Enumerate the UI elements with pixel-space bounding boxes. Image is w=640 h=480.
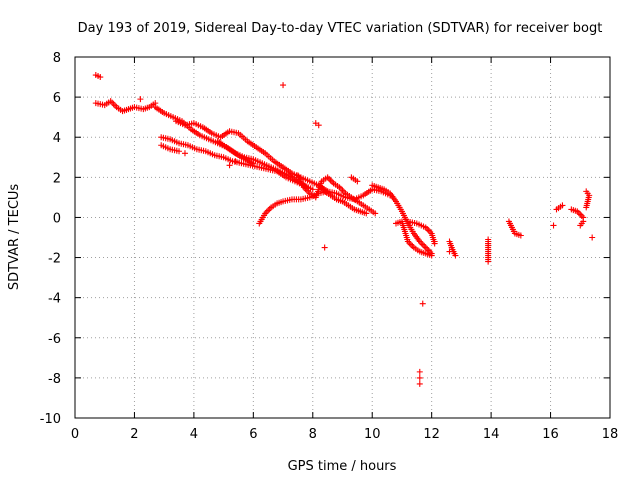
data-point bbox=[263, 208, 270, 215]
x-tick-label: 12 bbox=[423, 427, 440, 442]
data-point bbox=[315, 122, 322, 129]
x-tick-label: 0 bbox=[71, 427, 79, 442]
data-point bbox=[354, 178, 361, 185]
data-point bbox=[583, 204, 590, 211]
data-point bbox=[580, 218, 587, 225]
data-point bbox=[372, 210, 379, 217]
y-tick-label: 0 bbox=[53, 211, 61, 226]
axis-ticks: 0 2 4 6 8 10 12 14 16 18 -10 -8 -6 -4 -2 0 2 4 6 8 bbox=[40, 51, 619, 442]
data-point bbox=[428, 252, 435, 259]
data-point bbox=[418, 240, 425, 247]
y-tick-label: 2 bbox=[53, 171, 61, 186]
x-tick-label: 18 bbox=[602, 427, 619, 442]
x-axis-label: GPS time / hours bbox=[288, 459, 397, 474]
data-point bbox=[340, 188, 347, 195]
data-point bbox=[309, 186, 316, 193]
y-tick-label: 8 bbox=[53, 51, 61, 66]
data-point bbox=[446, 248, 453, 255]
data-point bbox=[321, 244, 328, 251]
data-point bbox=[407, 241, 414, 248]
data-point bbox=[250, 160, 257, 167]
data-point bbox=[280, 82, 287, 89]
x-tick-label: 2 bbox=[130, 427, 138, 442]
x-tick-label: 16 bbox=[542, 427, 559, 442]
x-tick-label: 6 bbox=[249, 427, 257, 442]
data-point bbox=[409, 243, 416, 250]
data-point bbox=[363, 210, 370, 217]
data-point bbox=[559, 202, 566, 209]
x-tick-label: 14 bbox=[483, 427, 500, 442]
data-point bbox=[452, 252, 459, 259]
data-points bbox=[92, 72, 596, 387]
data-point bbox=[550, 222, 557, 229]
chart-title: Day 193 of 2019, Sidereal Day-to-day VTE… bbox=[78, 21, 603, 36]
data-point bbox=[338, 185, 345, 192]
data-point bbox=[419, 300, 426, 307]
data-point bbox=[424, 246, 431, 253]
data-point bbox=[137, 96, 144, 103]
y-tick-label: -10 bbox=[40, 412, 61, 427]
y-tick-label: -8 bbox=[48, 372, 61, 387]
data-point bbox=[517, 232, 524, 239]
y-tick-label: -4 bbox=[48, 292, 61, 307]
y-tick-label: -6 bbox=[48, 332, 61, 347]
data-point bbox=[329, 178, 336, 185]
y-tick-label: -2 bbox=[48, 252, 61, 267]
y-axis-label: SDTVAR / TECUs bbox=[7, 184, 22, 291]
data-point bbox=[416, 374, 423, 381]
data-point bbox=[578, 212, 585, 219]
data-point bbox=[232, 158, 239, 165]
data-point bbox=[416, 368, 423, 375]
data-point bbox=[577, 211, 584, 218]
x-tick-label: 10 bbox=[364, 427, 381, 442]
data-point bbox=[485, 240, 492, 247]
data-point bbox=[485, 258, 492, 265]
data-point bbox=[431, 238, 438, 245]
grid bbox=[75, 57, 610, 418]
data-point bbox=[176, 148, 183, 155]
y-tick-label: 4 bbox=[53, 131, 61, 146]
data-point bbox=[589, 234, 596, 241]
data-point bbox=[109, 99, 116, 106]
plot-frame bbox=[74, 56, 611, 419]
data-point bbox=[421, 243, 428, 250]
data-point bbox=[419, 241, 426, 248]
data-point bbox=[416, 380, 423, 387]
data-point bbox=[339, 187, 346, 194]
x-tick-label: 8 bbox=[309, 427, 317, 442]
data-point bbox=[97, 74, 104, 81]
x-tick-label: 4 bbox=[190, 427, 198, 442]
data-point bbox=[265, 207, 272, 214]
y-tick-label: 6 bbox=[53, 91, 61, 106]
data-point bbox=[226, 162, 233, 169]
data-point bbox=[422, 244, 429, 251]
data-point bbox=[266, 205, 273, 212]
data-point bbox=[326, 175, 333, 182]
data-point bbox=[112, 102, 119, 109]
data-point bbox=[181, 150, 188, 157]
data-point bbox=[425, 227, 432, 234]
